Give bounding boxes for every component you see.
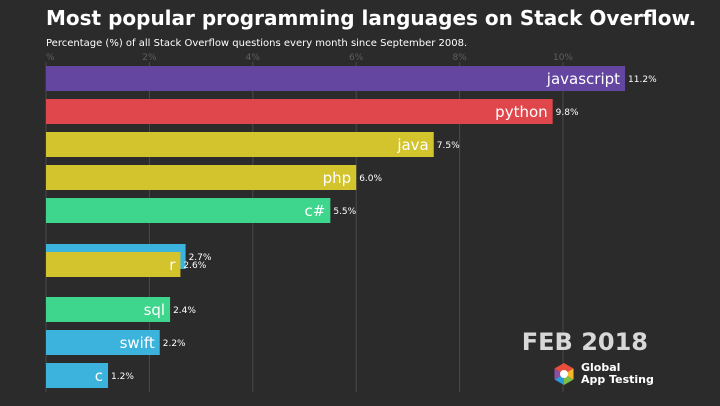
- global-app-testing-logo: Global App Testing: [552, 362, 654, 386]
- value-label: 9.8%: [556, 108, 579, 118]
- bar-label: sql: [144, 301, 166, 319]
- bar: [46, 252, 181, 277]
- value-label: 2.4%: [173, 306, 196, 316]
- bar-label: c: [95, 367, 103, 385]
- bar-label: javascript: [546, 70, 620, 88]
- bar-label: c#: [305, 202, 326, 220]
- value-label: 11.2%: [628, 75, 657, 85]
- logo-segment: [564, 368, 574, 380]
- value-label: 1.2%: [111, 372, 134, 382]
- x-tick-label: 8%: [452, 53, 467, 63]
- logo-text: Global App Testing: [581, 361, 654, 386]
- value-label: 5.5%: [333, 207, 356, 217]
- bar: [46, 66, 626, 91]
- x-tick-label: 6%: [349, 53, 364, 63]
- value-label: 7.5%: [437, 141, 460, 151]
- bar-label: python: [495, 103, 547, 121]
- x-tick-label: 10%: [553, 53, 573, 63]
- bar-label: swift: [120, 334, 155, 352]
- bar: [46, 99, 553, 124]
- date-label: FEB 2018: [521, 328, 648, 356]
- bar: [46, 297, 171, 322]
- logo-segment: [554, 368, 564, 380]
- value-label: 6.0%: [359, 174, 382, 184]
- logo-hexagon-icon: [554, 363, 574, 385]
- bar: [46, 330, 160, 355]
- x-tick-label: 2%: [142, 53, 157, 63]
- value-label: 2.6%: [183, 261, 206, 271]
- x-tick-label: 4%: [246, 53, 261, 63]
- bar: [46, 165, 357, 190]
- chart-subtitle: Percentage (%) of all Stack Overflow que…: [46, 38, 468, 49]
- bar-label: java: [396, 136, 428, 154]
- chart-title: Most popular programming languages on St…: [46, 6, 697, 30]
- logo-center: [560, 370, 568, 378]
- value-label: 2.7%: [189, 253, 212, 263]
- bar: [46, 132, 434, 157]
- bar: [46, 363, 109, 388]
- bar-label: php: [323, 169, 352, 187]
- x-tick-label: %: [46, 53, 55, 63]
- bar-label: r: [169, 256, 176, 274]
- bar: [46, 198, 331, 223]
- value-label: 2.2%: [163, 339, 186, 349]
